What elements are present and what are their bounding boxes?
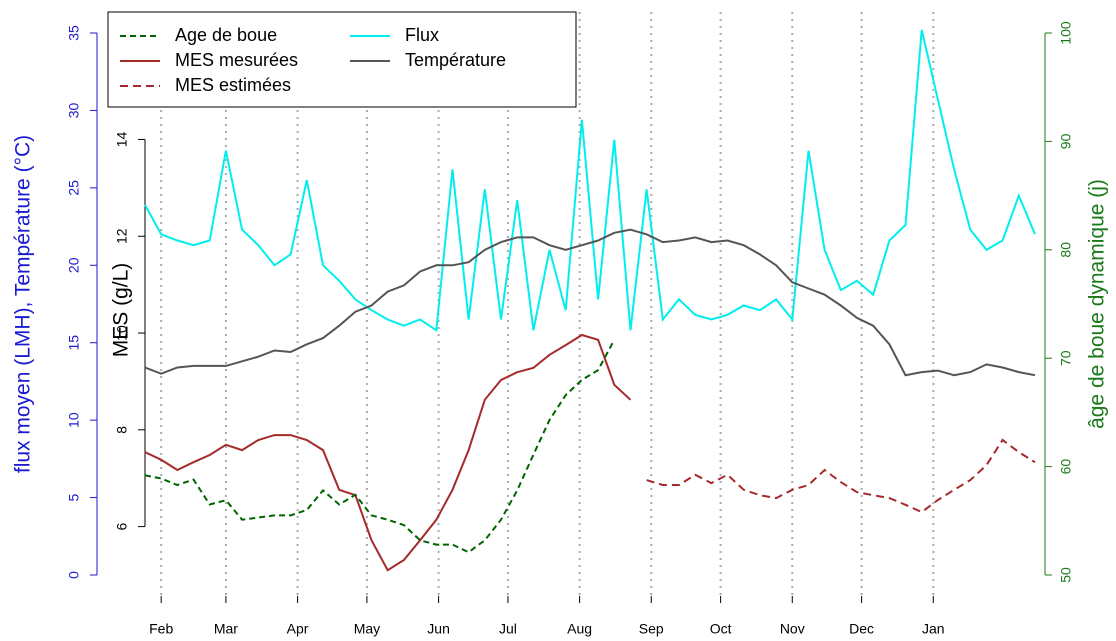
x-tick-label: Oct bbox=[710, 621, 732, 637]
y2-tick-label: 6 bbox=[114, 523, 130, 531]
legend-label: MES mesurées bbox=[175, 50, 298, 70]
y3-tick-label: 50 bbox=[1058, 567, 1074, 583]
series-line bbox=[144, 29, 1036, 333]
x-tick-label: Jun bbox=[427, 621, 450, 637]
y2-tick-label: 12 bbox=[114, 228, 130, 244]
y2-tick-label: 10 bbox=[114, 325, 130, 341]
y3-tick-label: 90 bbox=[1058, 133, 1074, 149]
y3-tick-label: 60 bbox=[1058, 459, 1074, 475]
x-tick-label: Jan bbox=[922, 621, 945, 637]
y-tick-label: 15 bbox=[66, 335, 82, 351]
legend-box bbox=[107, 11, 577, 108]
legend-label: Flux bbox=[405, 25, 439, 45]
x-tick-label: Feb bbox=[149, 621, 173, 637]
y-tick-label: 5 bbox=[66, 493, 82, 501]
x-tick-label: Sep bbox=[639, 621, 664, 637]
y-tick-label: 0 bbox=[66, 571, 82, 579]
series-line bbox=[144, 333, 632, 572]
y3-tick-label: 100 bbox=[1058, 21, 1074, 45]
y-tick-label: 20 bbox=[66, 257, 82, 273]
y3-tick-label: 80 bbox=[1058, 242, 1074, 258]
x-tick-label: May bbox=[354, 621, 380, 637]
x-tick-label: Jul bbox=[499, 621, 517, 637]
y-tick-label: 25 bbox=[66, 180, 82, 196]
x-tick-label: Nov bbox=[780, 621, 805, 637]
y2-tick-label: 14 bbox=[114, 131, 130, 147]
y2-axis-title: MES (g/L) bbox=[110, 263, 133, 358]
series-line bbox=[144, 228, 1036, 377]
y-axis-title: flux moyen (LMH), Température (°C) bbox=[12, 135, 35, 473]
legend-label: Température bbox=[405, 50, 506, 70]
x-tick-label: Mar bbox=[214, 621, 238, 637]
y3-tick-label: 70 bbox=[1058, 350, 1074, 366]
y-tick-label: 10 bbox=[66, 412, 82, 428]
legend-label: Age de boue bbox=[175, 25, 277, 45]
x-tick-label: Dec bbox=[849, 621, 874, 637]
y-tick-label: 30 bbox=[66, 102, 82, 118]
y-tick-label: 35 bbox=[66, 25, 82, 41]
series-line bbox=[144, 339, 616, 554]
series-line bbox=[646, 438, 1036, 514]
x-tick-label: Aug bbox=[567, 621, 592, 637]
y3-axis-title: âge de boue dynamique (j) bbox=[1086, 179, 1109, 429]
y2-tick-label: 8 bbox=[114, 426, 130, 434]
x-tick-label: Apr bbox=[287, 621, 309, 637]
legend-label: MES estimées bbox=[175, 75, 291, 95]
